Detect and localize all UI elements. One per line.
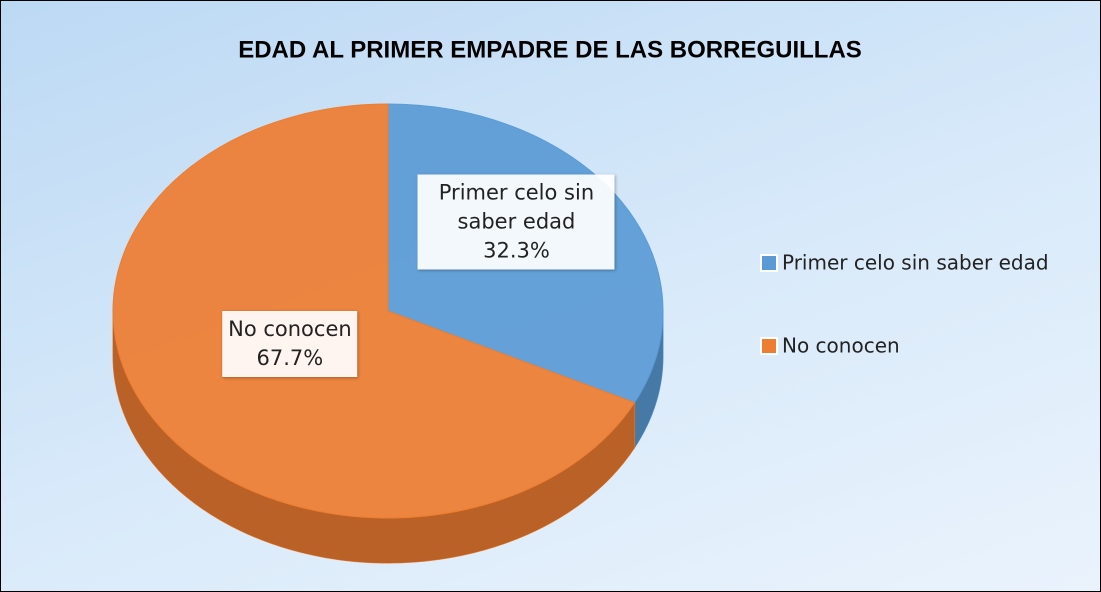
data-label-value: 67.7% bbox=[256, 345, 324, 370]
data-label-value: 32.3% bbox=[483, 238, 550, 263]
data-label-category: No conocen bbox=[228, 316, 352, 341]
data-label-category: Primer celo sin saber edad bbox=[438, 180, 595, 234]
legend-label: No conocen bbox=[782, 334, 900, 358]
slice bbox=[112, 103, 636, 519]
legend-swatch bbox=[760, 337, 778, 355]
data-label: No conocen 67.7% bbox=[222, 310, 358, 377]
slice-side-shade bbox=[634, 311, 663, 448]
data-label: Primer celo sin saber edad 32.3% bbox=[417, 174, 615, 270]
chart-title: EDAD AL PRIMER EMPADRE DE LAS BORREGUILL… bbox=[238, 36, 862, 63]
slice-side-shade bbox=[113, 311, 635, 563]
legend-label: Primer celo sin saber edad bbox=[782, 251, 1049, 275]
legend-swatch bbox=[760, 254, 778, 272]
